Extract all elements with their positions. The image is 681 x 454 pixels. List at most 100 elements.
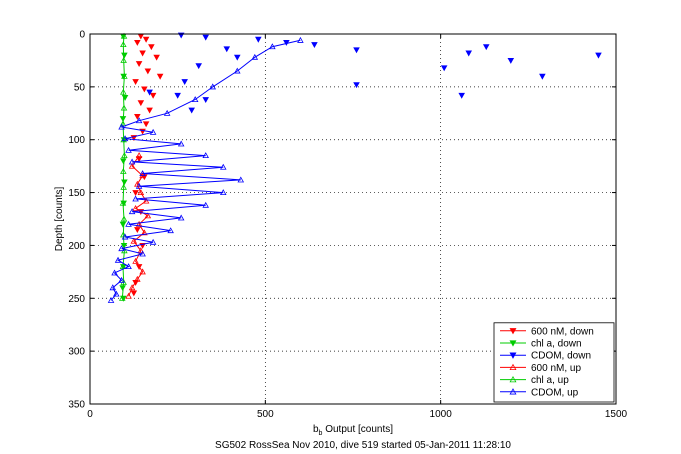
data-point	[202, 97, 209, 103]
legend-label: CDOM, up	[531, 387, 579, 398]
y-tick-label: 100	[68, 135, 85, 146]
y-ticks: 0 50 100 150 200 250 300 350	[68, 30, 616, 411]
data-point	[120, 158, 127, 165]
data-point	[120, 168, 127, 174]
y-tick-label: 0	[79, 30, 85, 41]
y-tick-label: 50	[74, 82, 86, 93]
data-point	[125, 263, 132, 270]
series-3	[125, 152, 152, 299]
legend-label: 600 nM, up	[531, 363, 581, 374]
data-point	[465, 50, 472, 57]
data-point	[135, 152, 143, 159]
data-point	[146, 89, 153, 96]
data-point	[144, 68, 152, 75]
data-point	[135, 182, 143, 189]
legend-label: CDOM, down	[531, 351, 591, 362]
data-point	[132, 257, 139, 264]
data-point	[181, 79, 188, 85]
data-point	[137, 189, 145, 196]
legend-marker	[509, 375, 517, 383]
data-point	[142, 121, 150, 128]
data-point	[163, 109, 171, 116]
x-tick-label: 500	[257, 409, 274, 420]
legend-box	[493, 322, 615, 403]
x-tick-label: 1500	[605, 409, 628, 420]
data-point	[120, 88, 127, 95]
data-point	[132, 195, 139, 202]
data-point	[134, 275, 141, 282]
series-line	[128, 155, 149, 297]
data-point	[128, 284, 136, 291]
data-point	[149, 92, 157, 99]
data-point	[113, 290, 120, 297]
data-point	[139, 50, 146, 57]
data-point	[118, 123, 125, 130]
data-point	[234, 54, 241, 61]
data-point	[255, 36, 262, 43]
y-tick-label: 300	[68, 347, 85, 358]
series-4	[118, 32, 128, 301]
data-point	[311, 42, 318, 48]
data-point	[128, 158, 136, 165]
data-point	[137, 100, 145, 107]
y-tick-label: 150	[68, 188, 85, 199]
data-point	[219, 163, 227, 170]
data-point	[149, 128, 157, 135]
data-point	[120, 136, 127, 143]
series-0	[130, 33, 164, 297]
data-point	[125, 292, 132, 299]
legend-label: chl a, up	[531, 375, 569, 386]
data-point	[177, 140, 185, 147]
data-point	[148, 44, 155, 51]
x-axis-label: bb Output [counts]	[313, 424, 393, 437]
data-point	[128, 208, 136, 215]
data-point	[137, 33, 145, 40]
caption: SG502 RossSea Nov 2010, dive 519 started…	[215, 440, 511, 451]
data-point	[539, 73, 546, 80]
data-point	[125, 146, 132, 153]
data-point	[121, 135, 129, 142]
data-point	[132, 205, 139, 211]
data-point	[119, 120, 127, 127]
y-tick-label: 350	[68, 400, 85, 411]
data-point	[234, 67, 241, 74]
series-line	[110, 39, 301, 301]
data-point	[440, 65, 448, 72]
data-point	[156, 73, 164, 80]
data-point	[223, 46, 231, 53]
data-point	[119, 221, 127, 228]
data-point	[595, 52, 602, 59]
data-point	[120, 57, 127, 63]
data-point	[269, 43, 276, 50]
series-5	[107, 36, 304, 303]
legend-marker	[509, 340, 517, 347]
data-point	[191, 96, 199, 103]
data-point	[120, 32, 128, 39]
data-point	[135, 117, 143, 124]
data-point	[167, 227, 174, 234]
data-point	[188, 107, 195, 114]
x-axis-label-subscript: b	[319, 430, 323, 437]
legend-marker	[509, 363, 517, 371]
x-axis-label-rest: Output [counts]	[322, 424, 393, 435]
data-point	[130, 290, 138, 297]
data-point	[139, 268, 146, 275]
data-point	[219, 189, 227, 196]
data-point	[202, 34, 209, 41]
data-point	[142, 36, 150, 43]
data-point	[125, 220, 132, 227]
data-point	[353, 82, 360, 89]
series-2	[146, 32, 602, 114]
data-point	[134, 39, 141, 46]
data-point	[209, 83, 217, 90]
data-point	[121, 72, 128, 79]
data-point	[146, 107, 153, 114]
data-point	[118, 245, 125, 252]
data-point	[114, 256, 122, 263]
data-point	[132, 79, 139, 85]
legend-label: 600 nM, down	[531, 326, 594, 337]
legend-marker	[509, 328, 517, 335]
x-axis-label-b: b	[313, 424, 319, 435]
